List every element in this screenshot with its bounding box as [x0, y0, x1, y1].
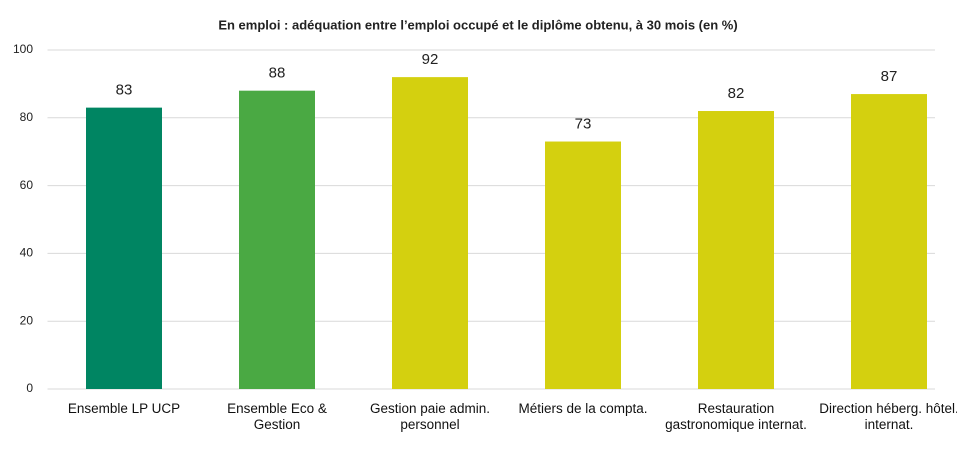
- x-tick-label: Gestion paie admin. personnel: [369, 401, 491, 432]
- y-tick-label: 40: [20, 246, 34, 260]
- x-tick-label: Métiers de la compta.: [518, 401, 648, 416]
- value-label: 87: [881, 68, 898, 85]
- bar: [86, 107, 162, 389]
- value-label: 92: [422, 51, 439, 68]
- bar: [545, 141, 621, 389]
- value-label: 82: [728, 85, 745, 102]
- bar: [239, 90, 315, 390]
- bar: [698, 111, 774, 390]
- y-tick-label: 60: [20, 178, 34, 192]
- value-label: 73: [575, 115, 592, 132]
- y-tick-label: 80: [20, 110, 34, 124]
- y-tick-label: 0: [26, 381, 33, 395]
- chart-title: En emploi : adéquation entre l’emploi oc…: [218, 17, 737, 32]
- bar: [392, 77, 468, 390]
- x-tick-label: Restauration gastronomique internat.: [665, 401, 807, 432]
- x-tick-label: Ensemble LP UCP: [67, 401, 181, 416]
- y-tick-label: 20: [20, 313, 34, 327]
- value-label: 83: [116, 82, 133, 99]
- x-tick-label: Ensemble Eco & Gestion: [227, 401, 327, 432]
- x-tick-label: Direction héberg. hôtel. internat.: [819, 401, 957, 432]
- bar: [851, 94, 927, 389]
- y-tick-label: 100: [13, 42, 33, 56]
- value-label: 88: [269, 65, 286, 82]
